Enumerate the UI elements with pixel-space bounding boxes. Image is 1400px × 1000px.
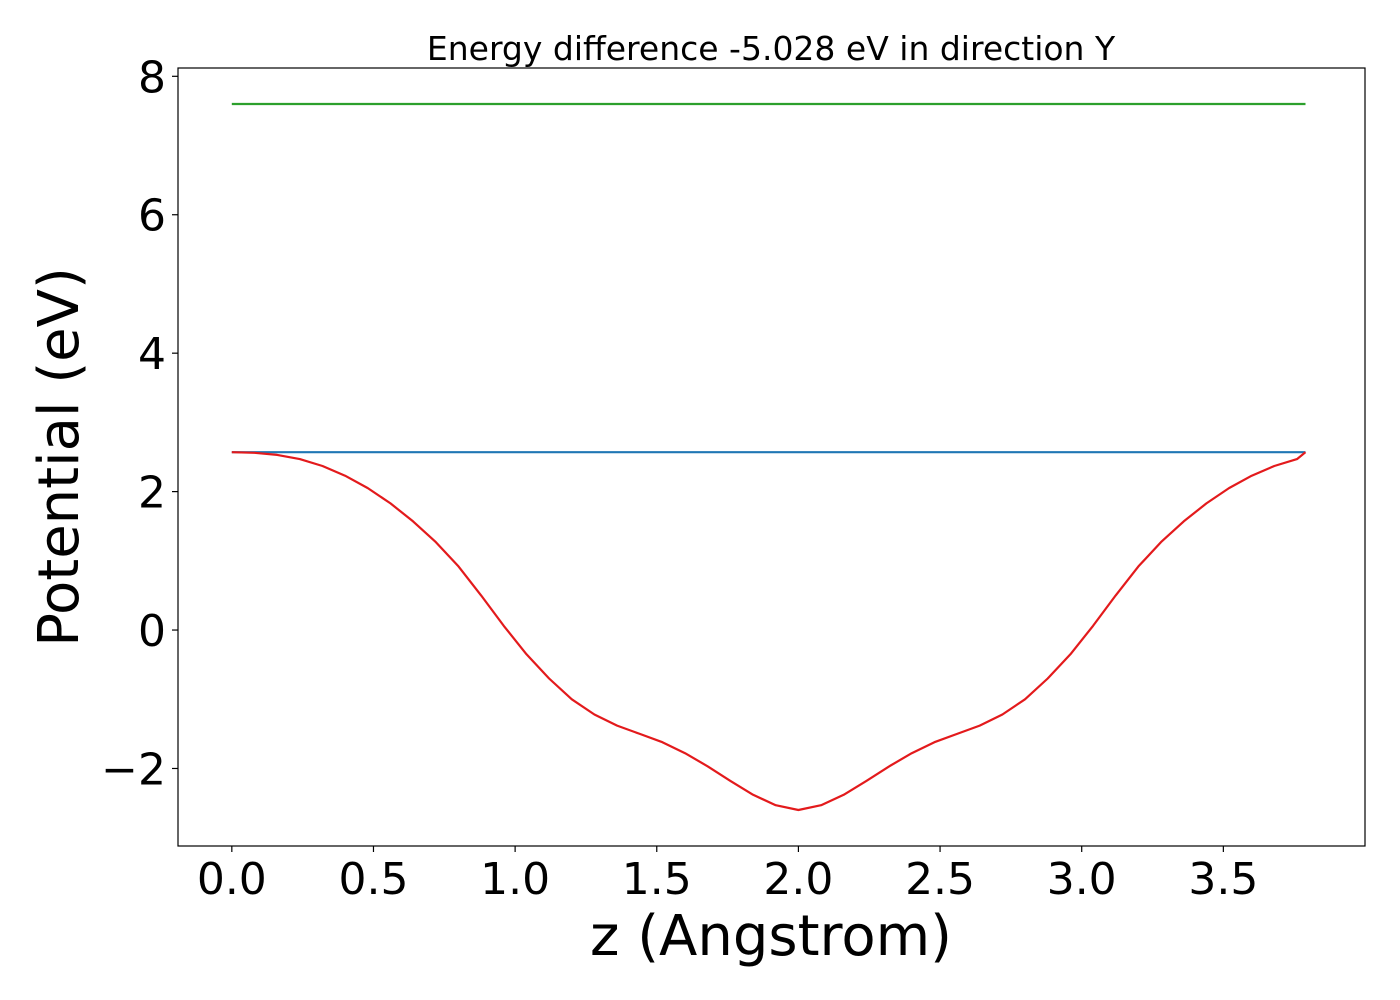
y-tick-label: 2 [138,468,166,519]
x-tick-label: 2.0 [763,854,833,905]
y-tick-label: 8 [138,52,166,103]
x-tick-label: 1.0 [480,854,550,905]
x-tick-label: 3.5 [1188,854,1258,905]
x-tick-label: 2.5 [905,854,975,905]
y-tick-label: 4 [138,329,166,380]
series-line-2 [231,451,1307,812]
y-axis: −2 0 2 4 6 8 [101,52,178,795]
y-tick-label: 6 [138,191,166,242]
plot-area [177,67,1366,847]
y-axis-label: Potential (eV) [27,267,92,647]
x-tick-label: 0.0 [197,854,267,905]
y-tick-label: −2 [101,744,166,795]
x-tick-label: 1.5 [622,854,692,905]
x-tick-label: 0.5 [338,854,408,905]
x-axis: 0.0 0.5 1.0 1.5 2.0 2.5 3.0 3.5 [197,846,1258,905]
x-axis-label: z (Angstrom) [590,904,952,969]
x-tick-label: 3.0 [1047,854,1117,905]
series-layer [231,102,1307,812]
chart-title: Energy difference -5.028 eV in direction… [427,29,1116,68]
y-tick-label: 0 [138,606,166,657]
